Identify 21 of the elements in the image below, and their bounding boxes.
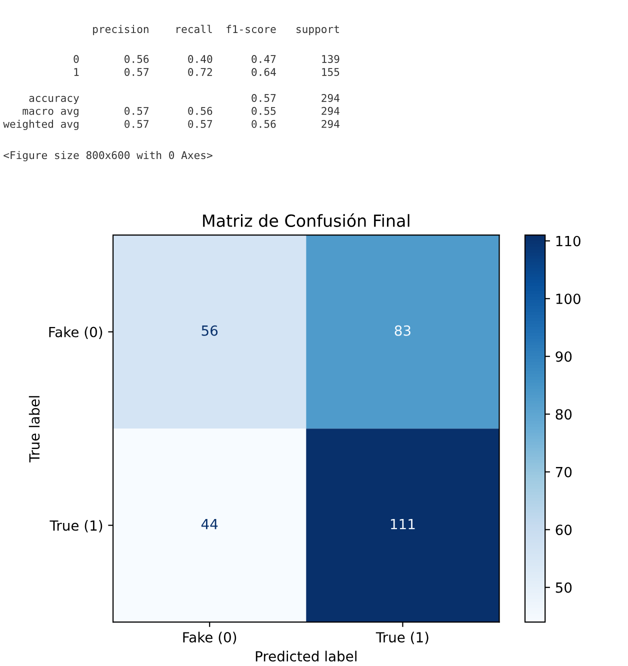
text: accuracy 0.57 294 xyxy=(29,94,340,104)
color-bar-label: 90 xyxy=(556,351,572,362)
color-bar-label: 80 xyxy=(556,409,572,420)
color-bar-label: 110 xyxy=(556,236,580,246)
chart-title: Matriz de Confusión Final xyxy=(203,213,410,227)
color-bar-label: 50 xyxy=(556,582,572,593)
text: <Figure size 800x600 with 0 Axes> xyxy=(4,150,212,162)
color-bar-label: 100 xyxy=(556,294,580,304)
color-bar-label: 70 xyxy=(556,466,572,478)
text: 1 0.57 0.72 0.64 155 xyxy=(74,68,340,76)
text: precision recall f1-score support xyxy=(93,24,339,36)
text: 0 0.56 0.40 0.47 139 xyxy=(74,55,340,63)
y-axis-title: True label xyxy=(28,396,40,462)
color-bar-label: 60 xyxy=(556,524,572,536)
x-axis-title: Predicted label xyxy=(256,650,356,662)
text: macro avg 0.57 0.56 0.55 294 xyxy=(22,106,340,118)
data-label: 111 xyxy=(390,519,415,530)
data-label: 56 xyxy=(202,325,218,336)
data-label: 44 xyxy=(201,519,218,530)
data-label: 83 xyxy=(394,325,410,336)
text: weighted avg 0.57 0.57 0.56 294 xyxy=(3,120,340,130)
